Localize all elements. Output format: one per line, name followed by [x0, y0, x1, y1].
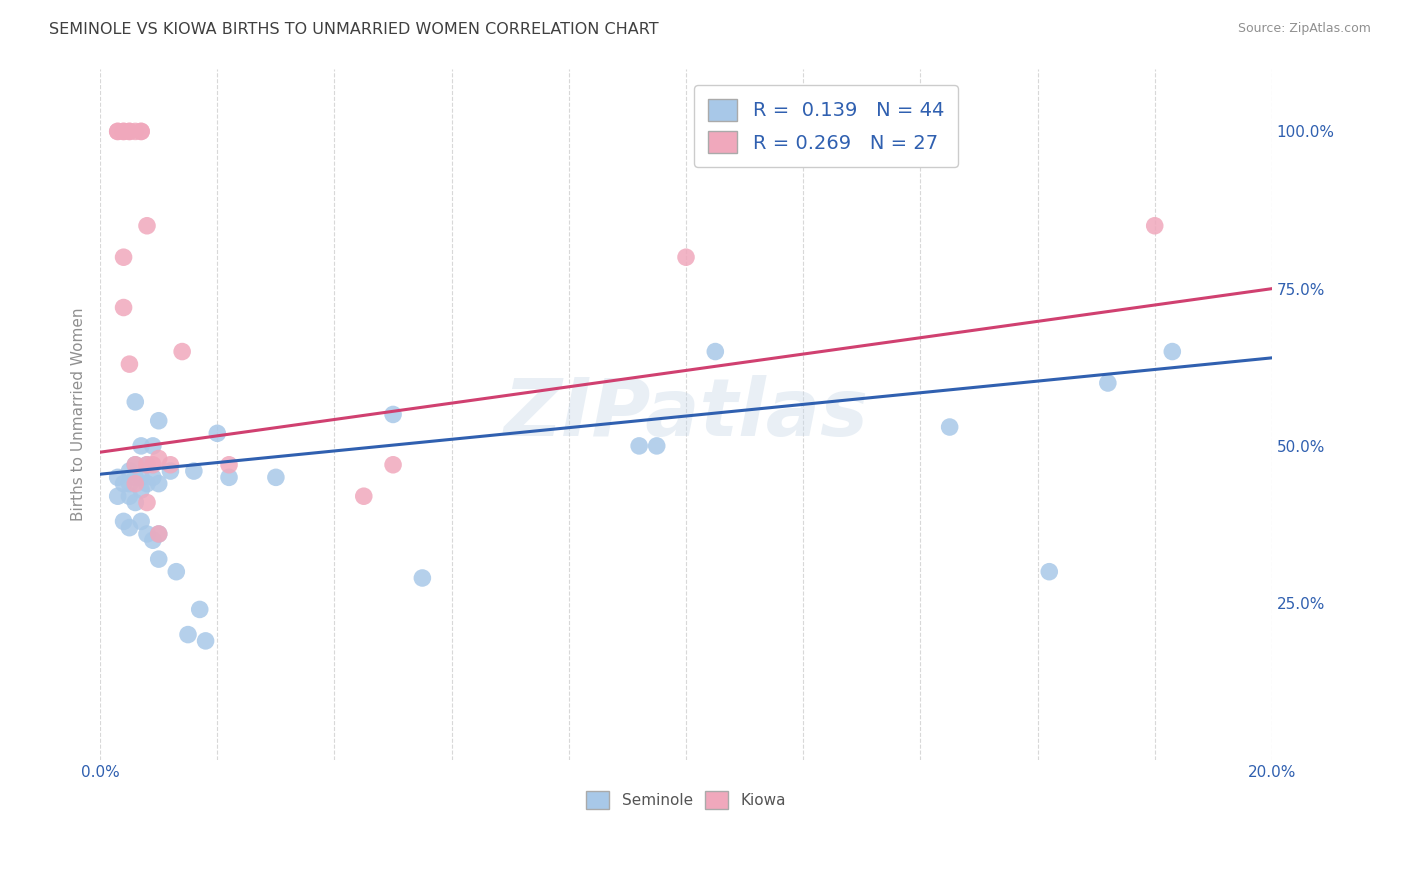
- Point: [124, 458, 146, 472]
- Point: [129, 124, 152, 138]
- Point: [148, 527, 170, 541]
- Point: [118, 464, 141, 478]
- Point: [1143, 219, 1166, 233]
- Point: [107, 124, 129, 138]
- Point: [118, 476, 141, 491]
- Point: [148, 476, 170, 491]
- Point: [148, 527, 170, 541]
- Point: [136, 458, 159, 472]
- Point: [1097, 376, 1119, 390]
- Point: [124, 495, 146, 509]
- Point: [107, 489, 129, 503]
- Point: [142, 458, 165, 472]
- Point: [411, 571, 433, 585]
- Point: [136, 458, 159, 472]
- Point: [142, 533, 165, 548]
- Point: [112, 124, 135, 138]
- Point: [165, 565, 187, 579]
- Point: [353, 489, 375, 503]
- Point: [148, 414, 170, 428]
- Point: [1038, 565, 1060, 579]
- Point: [159, 458, 181, 472]
- Point: [129, 470, 152, 484]
- Point: [159, 464, 181, 478]
- Point: [112, 124, 135, 138]
- Point: [136, 527, 159, 541]
- Point: [183, 464, 205, 478]
- Point: [118, 489, 141, 503]
- Point: [142, 470, 165, 484]
- Text: ZIPatlas: ZIPatlas: [503, 376, 869, 453]
- Point: [124, 395, 146, 409]
- Text: Source: ZipAtlas.com: Source: ZipAtlas.com: [1237, 22, 1371, 36]
- Point: [112, 250, 135, 264]
- Legend: Seminole, Kiowa: Seminole, Kiowa: [581, 785, 792, 815]
- Point: [938, 420, 960, 434]
- Point: [207, 426, 229, 441]
- Point: [218, 458, 240, 472]
- Point: [118, 124, 141, 138]
- Point: [188, 602, 211, 616]
- Point: [382, 458, 405, 472]
- Point: [172, 344, 194, 359]
- Point: [194, 633, 217, 648]
- Point: [129, 515, 152, 529]
- Point: [148, 552, 170, 566]
- Point: [148, 451, 170, 466]
- Point: [124, 476, 146, 491]
- Point: [129, 124, 152, 138]
- Point: [136, 219, 159, 233]
- Point: [129, 439, 152, 453]
- Point: [1161, 344, 1184, 359]
- Point: [118, 124, 141, 138]
- Point: [136, 476, 159, 491]
- Text: SEMINOLE VS KIOWA BIRTHS TO UNMARRIED WOMEN CORRELATION CHART: SEMINOLE VS KIOWA BIRTHS TO UNMARRIED WO…: [49, 22, 659, 37]
- Point: [628, 439, 651, 453]
- Point: [118, 521, 141, 535]
- Point: [218, 470, 240, 484]
- Point: [112, 301, 135, 315]
- Point: [142, 439, 165, 453]
- Point: [118, 357, 141, 371]
- Point: [129, 483, 152, 497]
- Point: [124, 124, 146, 138]
- Point: [264, 470, 287, 484]
- Point: [675, 250, 697, 264]
- Point: [107, 470, 129, 484]
- Point: [124, 458, 146, 472]
- Point: [112, 515, 135, 529]
- Point: [382, 408, 405, 422]
- Point: [645, 439, 668, 453]
- Point: [107, 124, 129, 138]
- Point: [136, 495, 159, 509]
- Y-axis label: Births to Unmarried Women: Births to Unmarried Women: [72, 308, 86, 521]
- Point: [177, 627, 200, 641]
- Point: [112, 476, 135, 491]
- Point: [704, 344, 727, 359]
- Point: [124, 470, 146, 484]
